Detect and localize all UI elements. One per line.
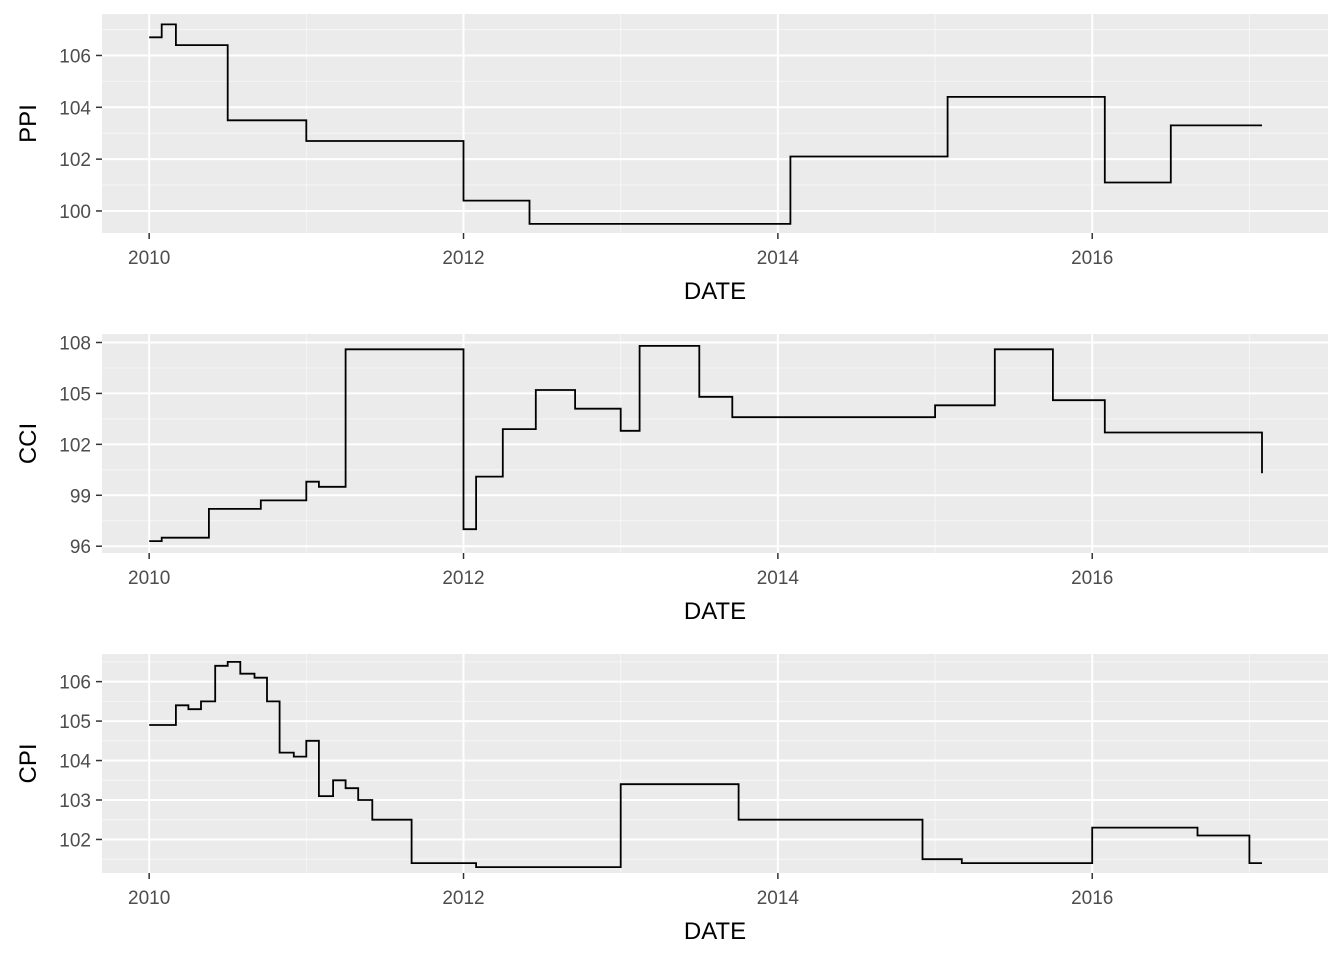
y-tick-label: 103 [59,791,91,812]
y-tick-label: 104 [59,752,91,773]
x-tick-label: 2012 [442,568,484,589]
y-tick-label: 102 [59,435,91,456]
y-tick-label: 102 [59,150,91,171]
x-axis-title: DATE [684,918,746,945]
y-axis-title: PPI [15,104,42,143]
x-tick-label: 2016 [1071,568,1113,589]
chart-panel-cpi: 2010 2012 2014 2016 102 103 104 105 106 DATE CPI [15,654,1328,945]
y-tick-label: 105 [59,384,91,405]
y-tick-label: 96 [70,537,91,558]
x-tick-label: 2010 [128,248,170,269]
x-axis-title: DATE [684,278,746,305]
x-tick-label: 2014 [757,888,800,909]
x-tick-label: 2016 [1071,888,1113,909]
x-tick-label: 2012 [442,888,484,909]
x-tick-label: 2012 [442,248,484,269]
y-tick-label: 100 [59,202,91,223]
y-tick-label: 105 [59,712,91,733]
series-line-ppi [149,23,1262,225]
y-axis-title: CCI [15,423,42,464]
x-tick-label: 2014 [757,248,800,269]
y-axis-title: CPI [15,743,42,783]
x-axis-title: DATE [684,598,746,625]
y-tick-label: 104 [59,98,91,119]
chart-panel-cci: 2010 2012 2014 2016 96 99 102 105 108 DATE CCI [15,333,1328,625]
x-tick-label: 2010 [128,568,170,589]
y-tick-label: 106 [59,673,91,694]
y-tick-label: 102 [59,830,91,851]
y-tick-label: 99 [70,486,91,507]
x-tick-label: 2010 [128,888,170,909]
series-line-cpi [149,661,1262,868]
panel-background [102,14,1328,233]
x-tick-label: 2016 [1071,248,1113,269]
chart-panel-ppi: 2010 2012 2014 2016 100 102 104 106 DATE PPI [15,14,1328,305]
series-line-cci [149,345,1263,542]
y-tick-label: 108 [59,333,91,354]
x-tick-label: 2014 [757,568,800,589]
y-tick-label: 106 [59,46,91,67]
